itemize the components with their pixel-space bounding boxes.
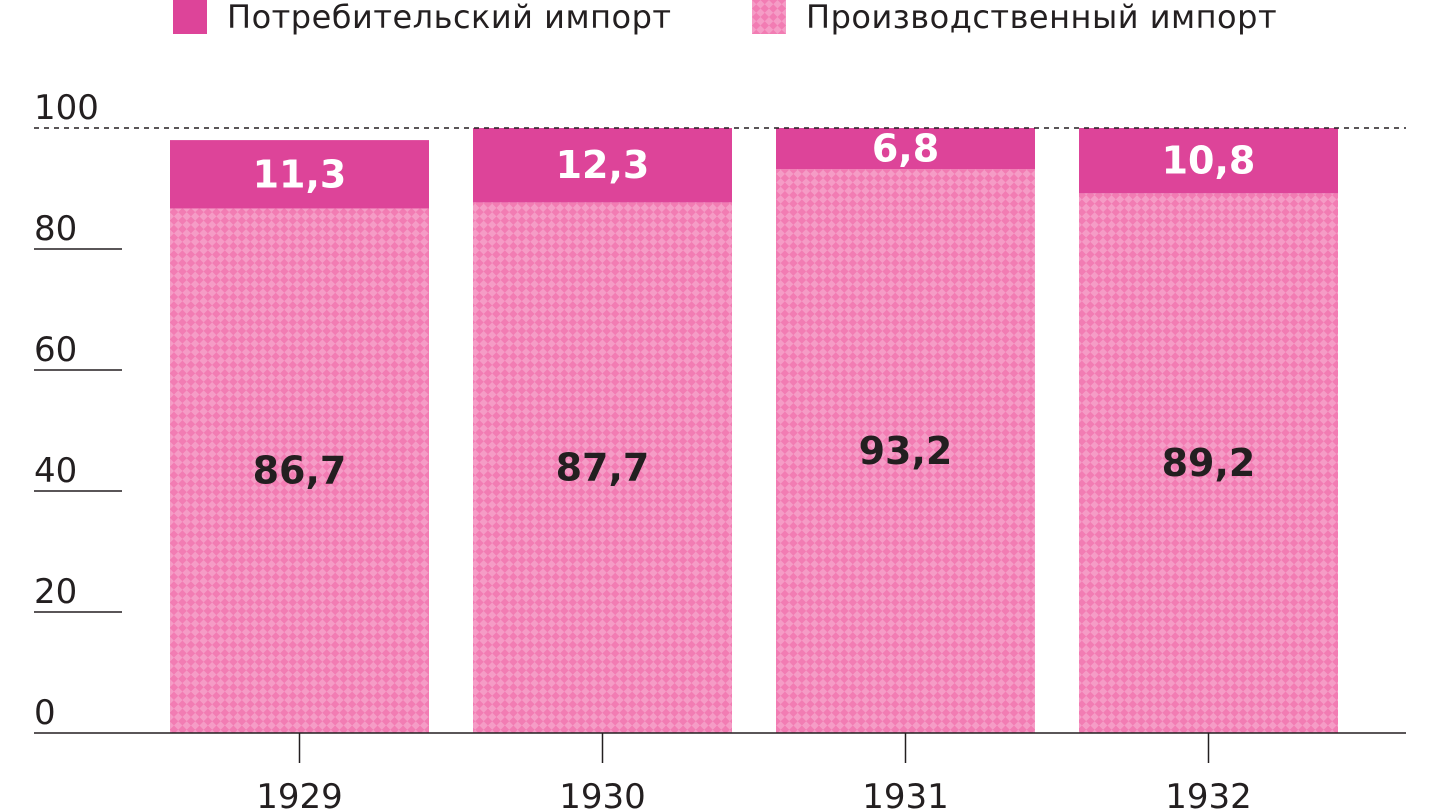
y-tick-label: 60 xyxy=(34,330,77,370)
bar-production xyxy=(1079,193,1338,734)
bar-production xyxy=(473,202,732,734)
x-tick-label: 1932 xyxy=(1165,777,1252,810)
y-tick-label: 100 xyxy=(34,88,99,128)
bars: 11,3 86,7 12,3 87,7 6,8 93,2 10,8 89,2 xyxy=(170,127,1338,734)
data-label-consumer: 12,3 xyxy=(556,143,650,187)
y-axis-labels: 0 20 40 60 80 100 xyxy=(34,88,99,733)
x-tick-label: 1929 xyxy=(256,777,343,810)
data-label-production: 87,7 xyxy=(556,446,650,490)
legend-item-production: Производственный импорт xyxy=(752,0,1277,34)
bar-consumer xyxy=(776,128,1035,170)
y-tick-label: 40 xyxy=(34,451,77,491)
data-label-production: 86,7 xyxy=(253,449,347,493)
legend-label-consumer: Потребительский импорт xyxy=(227,0,672,36)
bar-production xyxy=(776,169,1035,733)
legend-item-consumer: Потребительский импорт xyxy=(173,0,672,34)
legend-swatch-production xyxy=(752,0,786,34)
bar-consumer xyxy=(473,128,732,203)
legend: Потребительский импорт Производственный … xyxy=(0,0,1440,40)
data-label-production: 89,2 xyxy=(1162,441,1256,485)
bar-production xyxy=(170,208,429,734)
data-label-consumer: 6,8 xyxy=(872,127,939,171)
x-tick-label: 1930 xyxy=(559,777,646,810)
data-label-production: 93,2 xyxy=(859,429,953,473)
x-axis-ticks: 1929 1930 1931 1932 xyxy=(256,733,1252,810)
y-gridlines xyxy=(34,248,122,613)
x-tick-label: 1931 xyxy=(862,777,949,810)
y-tick-label: 80 xyxy=(34,209,77,249)
bar-consumer xyxy=(1079,128,1338,194)
data-label-consumer: 11,3 xyxy=(253,152,347,196)
y-tick-label: 20 xyxy=(34,572,77,612)
legend-label-production: Производственный импорт xyxy=(806,0,1278,36)
legend-swatch-consumer xyxy=(173,0,207,34)
bar-consumer xyxy=(170,140,429,209)
y-tick-label: 0 xyxy=(34,693,56,733)
data-label-consumer: 10,8 xyxy=(1162,139,1256,183)
